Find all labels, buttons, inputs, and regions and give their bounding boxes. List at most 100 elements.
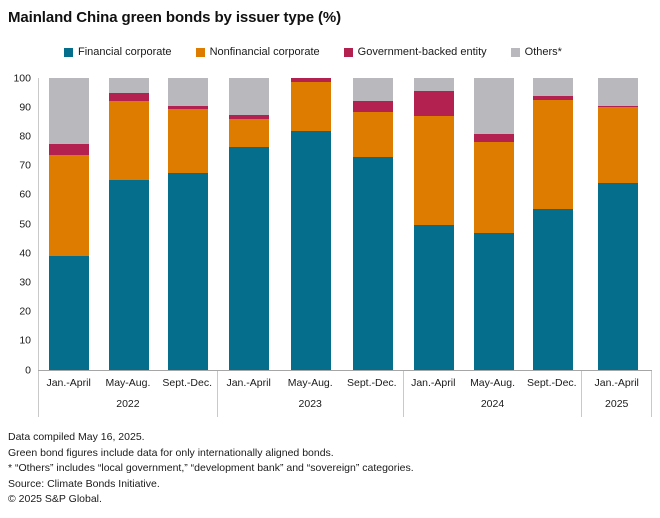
bar-group-2023	[218, 78, 404, 370]
bar-segment	[48, 256, 89, 370]
legend-item-nonfinancial-corporate: Nonfinancial corporate	[195, 46, 320, 58]
x-label-group-2022: Jan.-April May-Aug. Sept.-Dec. 2022	[38, 371, 217, 417]
x-tick-label: Jan.-April	[594, 377, 639, 389]
x-tick-label: Sept.-Dec.	[347, 377, 397, 389]
others-swatch-icon	[510, 47, 520, 57]
bar-group-2024	[404, 78, 583, 370]
bar-segment	[108, 92, 149, 102]
bar-slot	[218, 78, 280, 370]
bar-segment	[353, 111, 393, 157]
bar-slot	[583, 78, 652, 370]
y-tick-label: 90	[19, 100, 31, 113]
footnote-source: Source: Climate Bonds Initiative.	[8, 477, 160, 490]
year-label: 2025	[605, 398, 629, 410]
bar-slot	[158, 78, 218, 370]
bar-segment	[168, 172, 209, 370]
x-tick-label: Jan.-April	[226, 377, 271, 389]
bar-segment	[108, 78, 149, 93]
x-tick-label: Jan.-April	[411, 377, 456, 389]
y-tick-label: 100	[13, 71, 31, 84]
stacked-bar	[229, 78, 269, 370]
stacked-bar	[291, 78, 331, 370]
bar-segment	[229, 146, 269, 370]
bar-segment	[108, 101, 149, 181]
x-label-group-2025: Jan.-April 2025	[581, 371, 652, 417]
legend-label: Nonfinancial corporate	[209, 46, 320, 58]
y-tick-label: 60	[19, 188, 31, 201]
nonfinancial-corporate-swatch-icon	[195, 47, 205, 57]
bar-segment	[168, 108, 209, 173]
y-tick-label: 80	[19, 130, 31, 143]
page-title: Mainland China green bonds by issuer typ…	[8, 9, 342, 26]
legend-label: Financial corporate	[78, 46, 172, 58]
stacked-bar	[533, 78, 574, 370]
stacked-bar	[168, 78, 209, 370]
bar-segment	[597, 183, 638, 370]
stacked-bar	[108, 78, 149, 370]
bar-segment	[473, 133, 514, 143]
bar-segment	[473, 232, 514, 370]
bar-segment	[473, 78, 514, 134]
bar-segment	[168, 78, 209, 106]
y-tick-label: 70	[19, 159, 31, 172]
bar-segment	[229, 118, 269, 147]
bar-segment	[413, 225, 454, 370]
footnote-copyright: © 2025 S&P Global.	[8, 493, 102, 505]
y-tick-label: 50	[19, 217, 31, 230]
legend-item-others: Others*	[510, 46, 562, 58]
bar-segment	[353, 156, 393, 370]
legend-label: Others*	[524, 46, 562, 58]
bar-segment	[413, 78, 454, 92]
stacked-bar	[597, 78, 638, 370]
bar-segment	[229, 78, 269, 115]
footnote-scope: Green bond figures include data for only…	[8, 446, 334, 459]
stacked-bar-chart: 0 10 20 30 40 50 60 70 80 90 100	[8, 73, 652, 375]
x-tick-label: Sept.-Dec.	[527, 377, 577, 389]
bar-slot	[99, 78, 159, 370]
bar-segment	[533, 209, 574, 370]
x-label-group-2024: Jan.-April May-Aug. Sept.-Dec. 2024	[402, 371, 582, 417]
bar-slot	[464, 78, 524, 370]
y-tick-label: 20	[19, 305, 31, 318]
bar-segment	[473, 142, 514, 233]
y-axis: 0 10 20 30 40 50 60 70 80 90 100	[8, 73, 38, 375]
bar-group-2025	[583, 78, 652, 370]
bar-segment	[229, 114, 269, 119]
stacked-bar	[473, 78, 514, 370]
year-label: 2023	[298, 398, 322, 410]
financial-corporate-swatch-icon	[64, 47, 73, 57]
footnote-data-compiled: Data compiled May 16, 2025.	[8, 431, 145, 443]
bar-segment	[597, 105, 638, 108]
plot-area	[38, 78, 652, 370]
x-tick-label: Jan.-April	[46, 377, 91, 389]
bar-segment	[597, 107, 638, 184]
x-label-group-2023: Jan.-April May-Aug. Sept.-Dec. 2023	[216, 371, 403, 417]
x-axis-labels: Jan.-April May-Aug. Sept.-Dec. 2022 Jan.-Apr…	[38, 370, 652, 417]
legend: Financial corporate Nonfinancial corpora…	[64, 46, 660, 58]
bar-slot	[342, 78, 404, 370]
x-tick-label: Sept.-Dec.	[162, 377, 212, 389]
bar-segment	[291, 78, 331, 83]
bar-segment	[413, 115, 454, 226]
stacked-bar	[413, 78, 454, 370]
bar-segment	[353, 78, 393, 102]
bar-segment	[597, 78, 638, 106]
bar-segment	[413, 91, 454, 116]
bar-segment	[533, 95, 574, 100]
bar-slot	[523, 78, 583, 370]
footnote-others-definition: * “Others” includes “local government,” …	[8, 462, 414, 474]
y-tick-label: 0	[25, 363, 31, 376]
y-tick-label: 10	[19, 334, 31, 347]
stacked-bar	[353, 78, 393, 370]
year-label: 2022	[116, 398, 140, 410]
bar-slot	[404, 78, 464, 370]
x-tick-label: May-Aug.	[470, 377, 515, 389]
bar-segment	[108, 180, 149, 370]
legend-label: Government-backed entity	[357, 46, 487, 58]
bar-slot	[39, 78, 99, 370]
footnotes: Data compiled May 16, 2025. Green bond f…	[8, 430, 652, 508]
bar-segment	[48, 78, 89, 144]
y-tick-label: 30	[19, 276, 31, 289]
bar-segment	[533, 99, 574, 210]
